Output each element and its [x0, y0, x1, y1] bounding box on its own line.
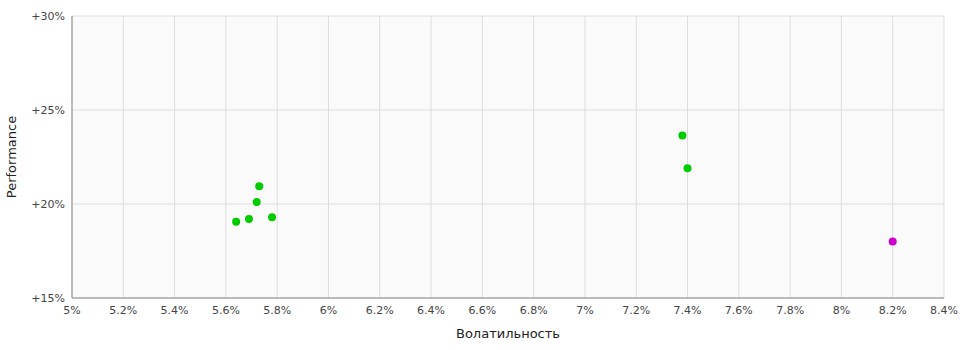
y-axis-line — [72, 16, 73, 298]
points — [232, 131, 897, 245]
scatter-point — [232, 218, 240, 226]
x-grid-line — [687, 16, 688, 298]
chart: 5% 5.2% 5.4% 5.6% 5.8% 6% 6.2% 6.4% 6.6% 6.8% 7% 7.… — [0, 0, 966, 350]
x-tick-label: 6.8% — [520, 304, 548, 317]
x-grid-line — [584, 16, 585, 298]
y-axis-label: Performance — [4, 116, 19, 198]
x-grid-line — [72, 16, 73, 298]
scatter-point — [678, 131, 686, 139]
y-grid-line — [72, 110, 944, 111]
x-grid-line — [790, 16, 791, 298]
x-grid-line — [277, 16, 278, 298]
x-tick-label: 6.2% — [366, 304, 394, 317]
scatter-point — [245, 215, 253, 223]
x-tick-label: 5% — [63, 304, 80, 317]
x-tick-label: 7.6% — [725, 304, 753, 317]
scatter-point — [253, 198, 261, 206]
x-tick-label: 6% — [320, 304, 337, 317]
grid — [72, 16, 944, 298]
x-tick-label: 8% — [833, 304, 850, 317]
plot-area — [72, 16, 944, 298]
x-tick-label: 5.8% — [263, 304, 291, 317]
x-tick-label: 7.8% — [776, 304, 804, 317]
x-tick-label: 6.6% — [468, 304, 496, 317]
x-grid-line — [225, 16, 226, 298]
scatter-point — [255, 182, 263, 190]
y-grid-line — [72, 204, 944, 205]
x-grid-line — [123, 16, 124, 298]
y-tick-label: +25% — [31, 104, 65, 117]
x-grid-line — [738, 16, 739, 298]
x-tick-label: 6.4% — [417, 304, 445, 317]
x-tick-label: 7.4% — [674, 304, 702, 317]
y-tick-label: +20% — [31, 198, 65, 211]
x-grid-line — [379, 16, 380, 298]
x-grid-line — [841, 16, 842, 298]
x-tick-label: 5.4% — [161, 304, 189, 317]
y-grid-line — [72, 16, 944, 17]
x-tick-label: 8.2% — [879, 304, 907, 317]
x-tick-label: 5.2% — [109, 304, 137, 317]
scatter-point — [268, 213, 276, 221]
x-grid-line — [431, 16, 432, 298]
x-grid-line — [174, 16, 175, 298]
x-grid-line — [944, 16, 945, 298]
y-tick-label: +30% — [31, 10, 65, 23]
tick-labels: 5% 5.2% 5.4% 5.6% 5.8% 6% 6.2% 6.4% 6.6% 6.8% 7% 7.… — [31, 10, 958, 317]
x-grid-line — [482, 16, 483, 298]
scatter-point — [889, 238, 897, 246]
y-grid-line — [72, 298, 944, 299]
y-tick-label: +15% — [31, 292, 65, 305]
scatter-point — [684, 164, 692, 172]
x-tick-label: 7% — [576, 304, 593, 317]
x-tick-label: 5.6% — [212, 304, 240, 317]
x-axis-line — [72, 298, 944, 299]
x-grid-line — [892, 16, 893, 298]
x-grid-line — [328, 16, 329, 298]
x-tick-label: 8.4% — [930, 304, 958, 317]
x-grid-line — [533, 16, 534, 298]
x-axis-label: Волатильность — [456, 326, 560, 341]
x-tick-label: 7.2% — [622, 304, 650, 317]
x-grid-line — [636, 16, 637, 298]
